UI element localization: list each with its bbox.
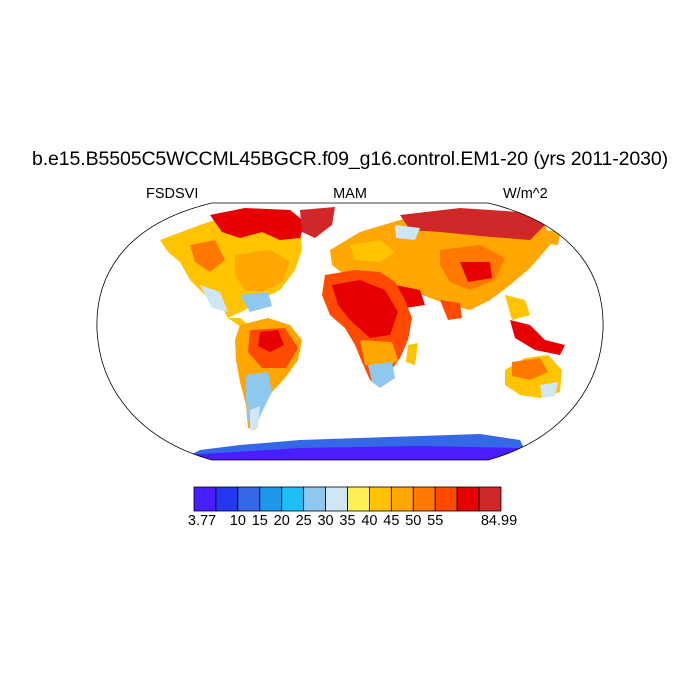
colorbar-tick-label: 3.77 — [187, 513, 217, 529]
colorbar-swatch — [369, 486, 392, 512]
colorbar-tick-label: 55 — [427, 513, 444, 529]
eurasia — [330, 208, 565, 355]
colorbar-tick-label: 25 — [295, 513, 312, 529]
colorbar-tick-label: 50 — [405, 513, 422, 529]
colorbar — [193, 486, 502, 512]
colorbar-tick-label: 40 — [361, 513, 378, 529]
colorbar-swatch — [347, 486, 370, 512]
colorbar-tick-label: 45 — [383, 513, 400, 529]
antarctica — [180, 434, 530, 460]
colorbar-swatch — [478, 486, 502, 512]
colorbar-tick-label: 30 — [317, 513, 334, 529]
colorbar-swatch — [412, 486, 436, 512]
colorbar-tick-label: 35 — [339, 513, 356, 529]
colorbar-swatch — [303, 486, 326, 512]
plot-title: b.e15.B5505C5WCCML45BGCR.f09_g16.control… — [31, 148, 669, 170]
colorbar-tick-label: 84.99 — [480, 513, 518, 529]
colorbar-tick-label: 15 — [251, 513, 268, 529]
colorbar-swatch — [259, 486, 283, 512]
north-america — [160, 207, 335, 318]
africa — [322, 270, 418, 388]
colorbar-swatch — [281, 486, 305, 512]
colorbar-swatch — [390, 486, 414, 512]
australia — [505, 355, 562, 398]
colorbar-tick-label: 20 — [273, 513, 290, 529]
south-america — [228, 318, 302, 430]
colorbar-swatch — [434, 486, 458, 512]
colorbar-swatch — [215, 486, 239, 512]
map-border — [96, 202, 604, 461]
units-label: W/m^2 — [503, 186, 548, 202]
colorbar-swatch — [193, 486, 217, 512]
colorbar-tick-label: 10 — [229, 513, 246, 529]
season-label: MAM — [333, 186, 367, 202]
colorbar-swatch — [325, 486, 348, 512]
colorbar-swatch — [456, 486, 480, 512]
colorbar-swatch — [237, 486, 261, 512]
variable-label: FSDSVI — [146, 186, 199, 202]
